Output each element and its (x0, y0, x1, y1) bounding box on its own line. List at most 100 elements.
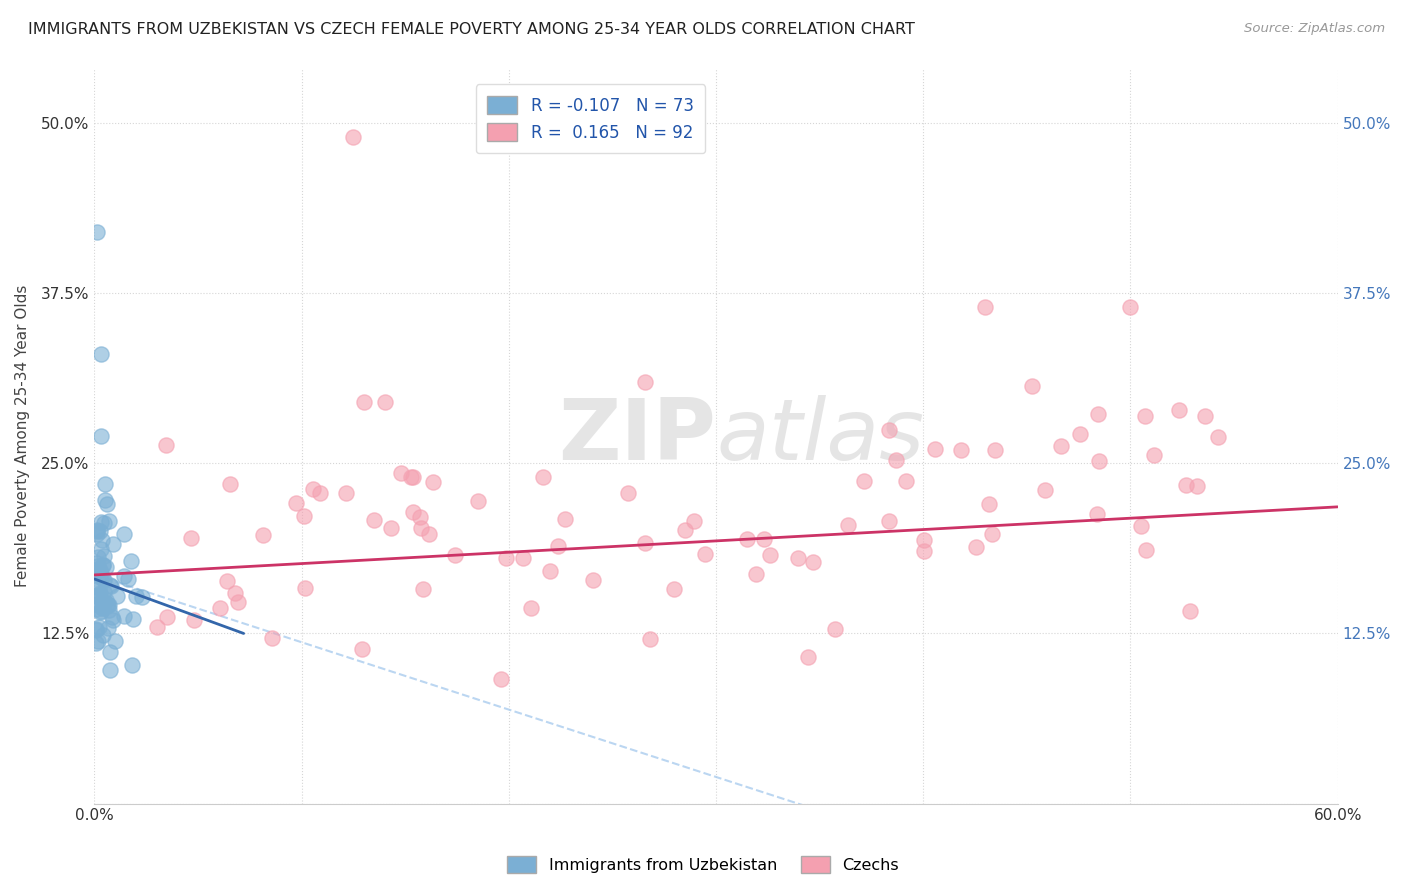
Point (353, 395, 375, 409)
Point (90, 516, 112, 530)
Point (93, 516, 115, 531)
Point (98, 644, 121, 658)
Point (260, 631, 283, 645)
Point (87, 550, 110, 565)
Point (1185, 479, 1208, 493)
Point (87, 581, 110, 595)
Point (112, 527, 135, 541)
Point (582, 574, 605, 588)
Point (87, 634, 110, 648)
Point (284, 496, 307, 510)
Point (86, 523, 108, 537)
Point (662, 582, 685, 597)
Point (837, 518, 859, 533)
Point (467, 494, 489, 508)
Point (292, 509, 315, 524)
Point (91, 628, 114, 642)
Point (402, 505, 425, 519)
Point (634, 375, 657, 389)
Point (93, 584, 115, 599)
Point (96, 598, 118, 612)
Point (683, 514, 706, 528)
Point (352, 642, 374, 657)
Point (97, 514, 120, 528)
Point (91, 558, 114, 572)
Point (180, 531, 202, 545)
Point (100, 609, 122, 624)
Point (301, 482, 323, 496)
Point (520, 601, 543, 615)
Point (512, 551, 534, 566)
Point (122, 612, 145, 626)
Point (97, 598, 120, 612)
Point (801, 555, 824, 569)
Point (226, 595, 249, 609)
Point (335, 485, 357, 500)
Point (91, 558, 114, 573)
Point (93, 593, 115, 607)
Point (91, 569, 114, 583)
Point (965, 540, 987, 554)
Point (103, 537, 125, 551)
Point (104, 633, 127, 648)
Point (131, 590, 153, 604)
Point (1087, 407, 1109, 421)
Point (84, 556, 107, 570)
Point (156, 609, 179, 624)
Point (1168, 403, 1191, 417)
Point (155, 438, 177, 452)
Point (121, 658, 143, 673)
Point (634, 536, 657, 550)
Point (1085, 507, 1108, 521)
Point (91, 601, 114, 615)
Point (531, 469, 554, 483)
Point (309, 486, 332, 500)
Point (737, 533, 759, 547)
Point (616, 486, 638, 500)
Point (1050, 439, 1073, 453)
Point (94, 559, 117, 574)
Point (117, 572, 139, 586)
Point (90, 542, 112, 557)
Point (86, 225, 108, 239)
Text: Source: ZipAtlas.com: Source: ZipAtlas.com (1244, 22, 1385, 36)
Point (1021, 379, 1043, 393)
Y-axis label: Female Poverty Among 25-34 Year Olds: Female Poverty Among 25-34 Year Olds (15, 285, 30, 587)
Legend: Immigrants from Uzbekistan, Czechs: Immigrants from Uzbekistan, Czechs (501, 849, 905, 880)
Point (363, 512, 385, 526)
Point (1194, 409, 1216, 423)
Point (89, 586, 111, 600)
Point (87, 558, 110, 573)
Point (112, 568, 135, 582)
Point (538, 564, 561, 578)
Point (90, 347, 112, 361)
Point (401, 470, 423, 484)
Point (894, 474, 917, 488)
Point (422, 475, 444, 489)
Point (101, 613, 124, 627)
Point (145, 620, 167, 634)
Point (924, 442, 946, 457)
Point (93, 574, 115, 588)
Point (98, 578, 121, 592)
Point (409, 510, 432, 524)
Point (852, 475, 875, 489)
Point (84, 624, 107, 638)
Point (1143, 448, 1166, 462)
Point (90, 600, 112, 615)
Point (977, 498, 1000, 512)
Point (94, 476, 117, 491)
Point (120, 554, 142, 568)
Legend: R = -0.107   N = 73, R =  0.165   N = 92: R = -0.107 N = 73, R = 0.165 N = 92 (475, 84, 706, 153)
Point (547, 539, 569, 553)
Point (100, 664, 122, 678)
Point (1088, 454, 1111, 468)
Text: ZIP: ZIP (558, 394, 716, 477)
Point (97, 621, 120, 635)
Point (86, 524, 108, 539)
Point (1135, 409, 1157, 424)
Point (787, 551, 810, 566)
Point (418, 527, 440, 541)
Point (94, 593, 117, 607)
Point (89, 588, 111, 602)
